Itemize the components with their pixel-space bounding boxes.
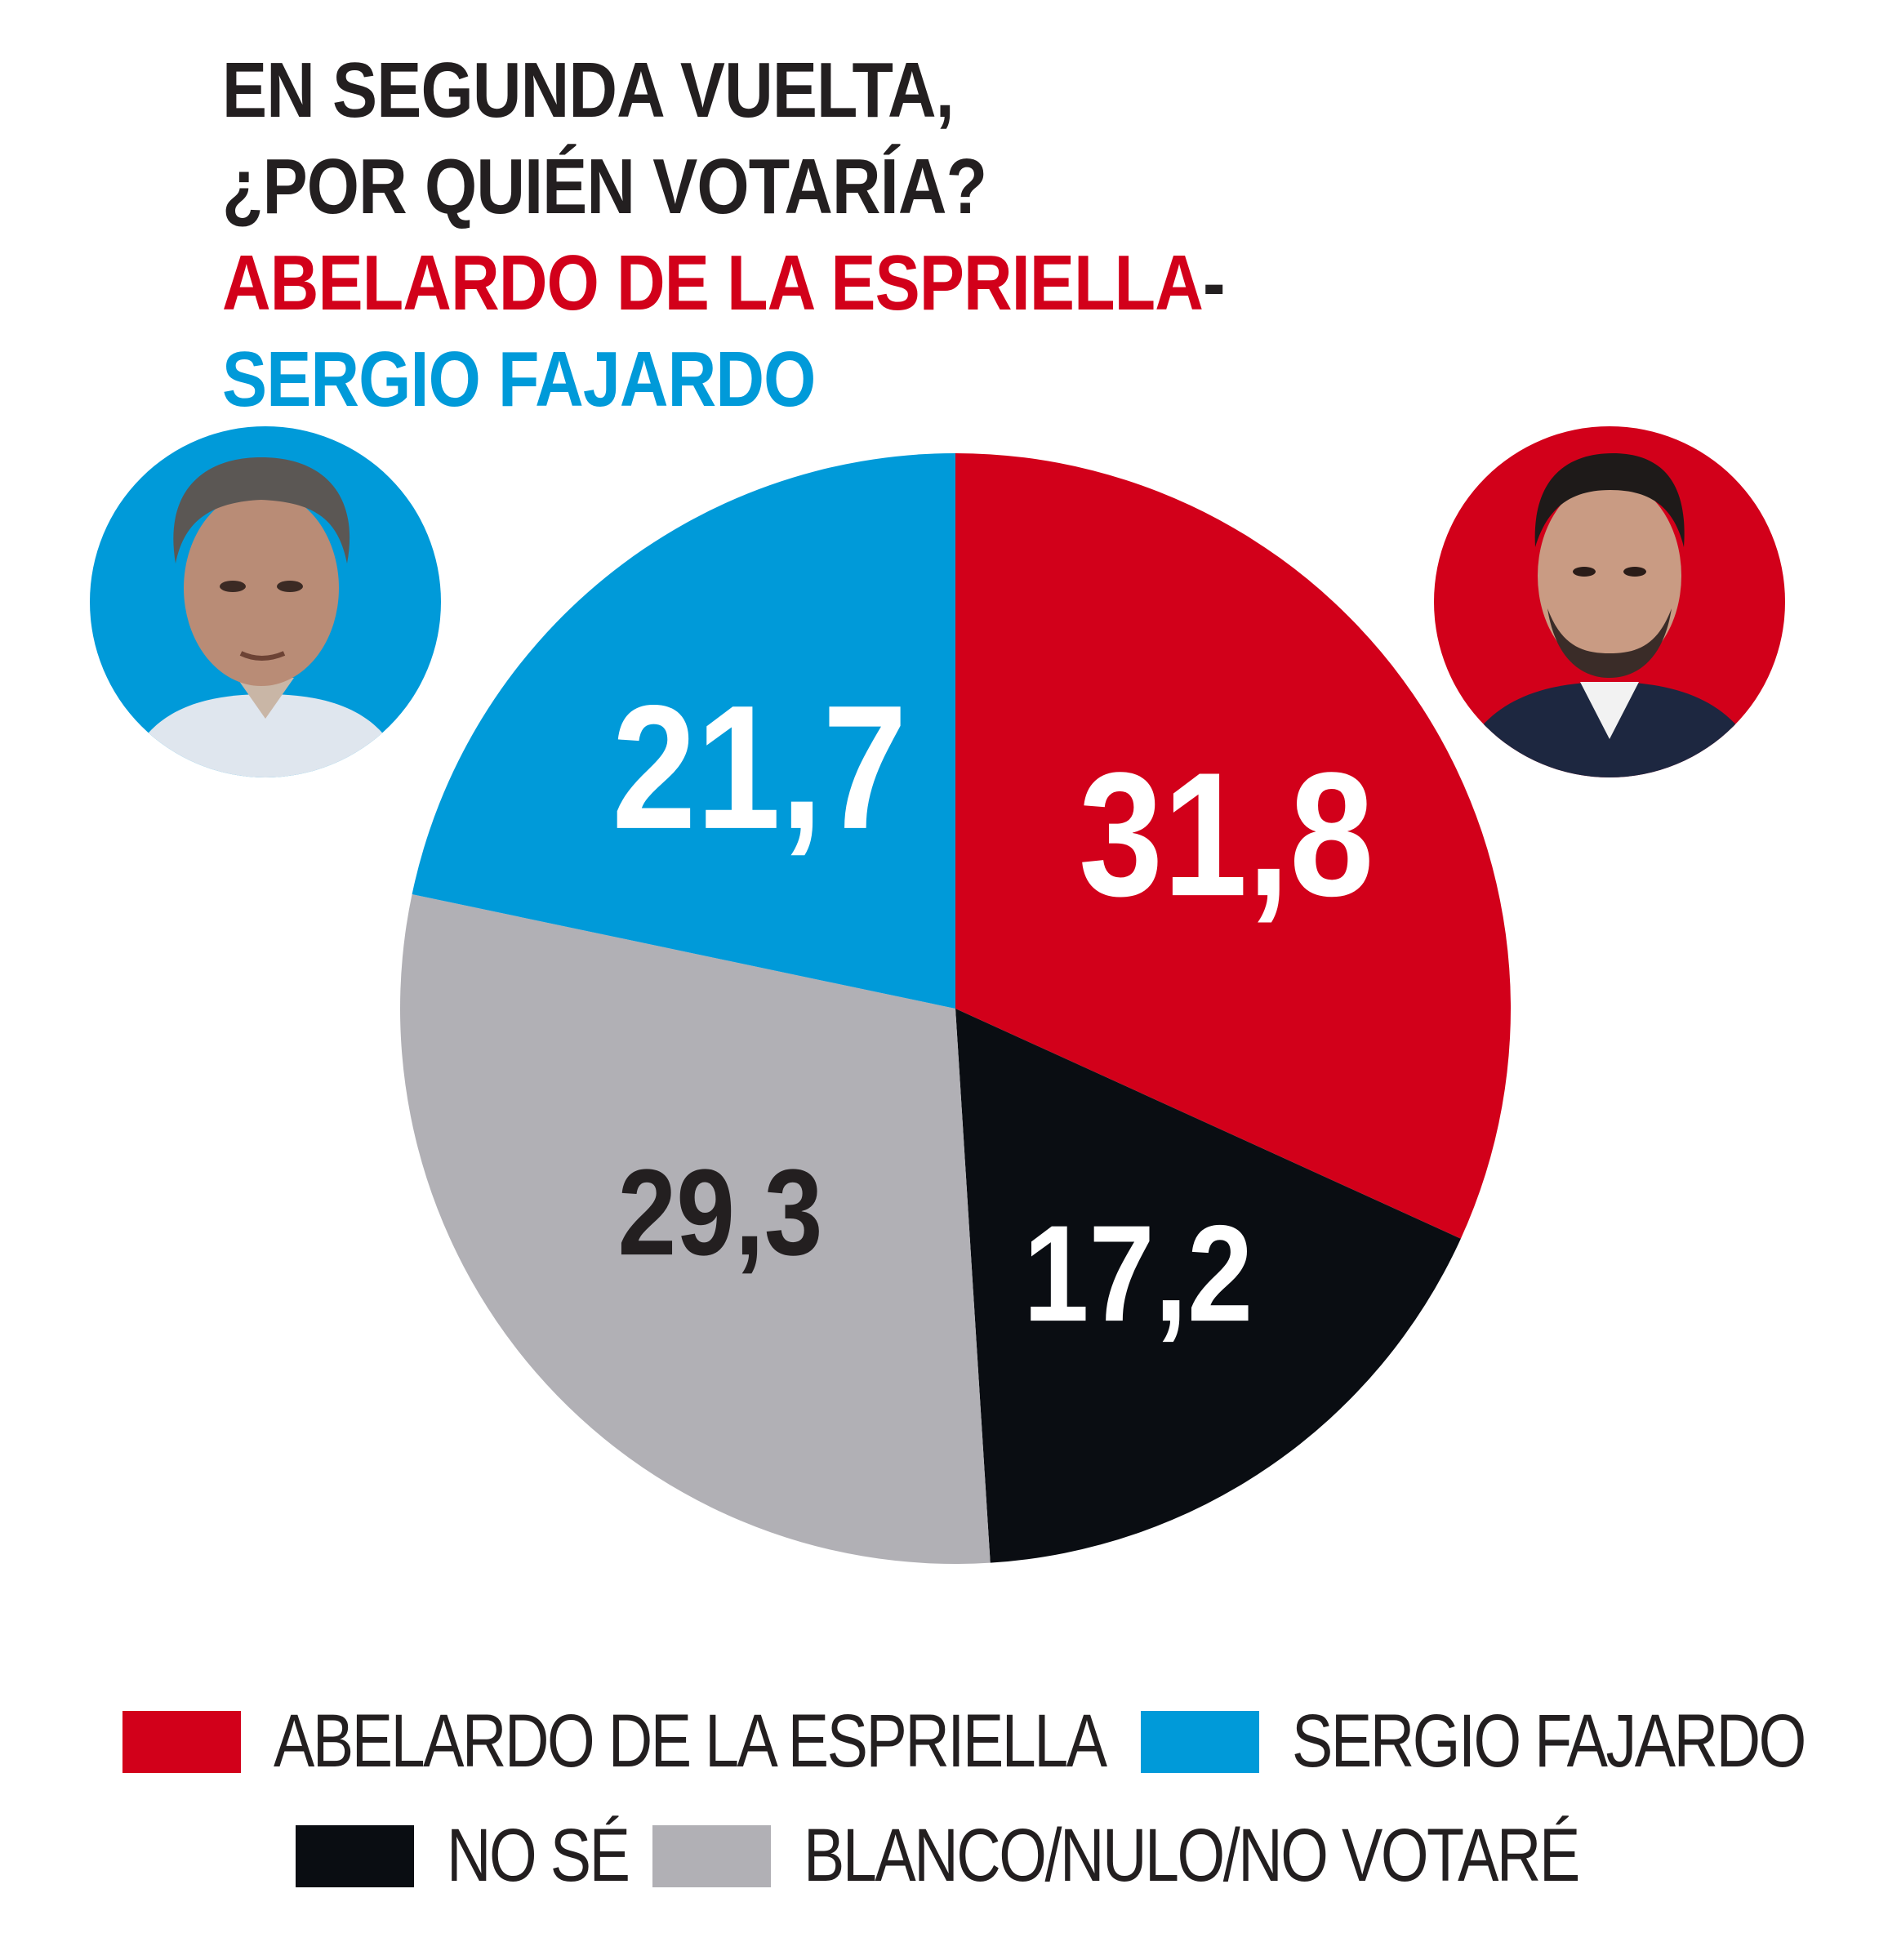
pie-slice-labels: 31,8 17,2 29,3 21,7 — [612, 669, 1374, 1351]
pie-slice-no-se — [955, 1009, 1461, 1563]
title-dash: - — [1202, 239, 1225, 327]
legend-swatch-no-se — [296, 1824, 414, 1887]
pie-label-sergio-fajardo: 21,7 — [612, 669, 907, 866]
legend-swatch-blanco — [652, 1824, 771, 1887]
portrait-espriella — [1434, 426, 1785, 777]
legend-label-no-se: NO SÉ — [447, 1814, 630, 1897]
title-line-3: ABELARDO DE LA ESPRIELLA- — [222, 235, 1225, 332]
title-line-1: EN SEGUNDA VUELTA, — [222, 47, 955, 134]
legend-item-fajardo: SERGIO FAJARDO — [1141, 1699, 1879, 1784]
legend-item-no-se: NO SÉ — [296, 1813, 668, 1899]
pie-slice-sergio-fajardo — [412, 453, 956, 1009]
pie-label-blanco-nulo-no-votare: 29,3 — [617, 1143, 822, 1281]
title-line-2: ¿POR QUIÉN VOTARÍA? — [222, 143, 987, 230]
legend-swatch-fajardo — [1141, 1710, 1259, 1773]
pie-slice-abelardo-de-la-espriella — [955, 453, 1511, 1239]
portrait-fajardo — [90, 426, 441, 777]
legend-item-blanco: BLANCO/NULO/NO VOTARÉ — [652, 1813, 1748, 1899]
title-candidate-red: ABELARDO DE LA ESPRIELLA — [222, 239, 1204, 327]
title-candidate-blue: SERGIO FAJARDO — [222, 336, 816, 423]
pie-slice-blanco-nulo-no-votare — [399, 894, 991, 1564]
pie-label-no-se: 17,2 — [1023, 1197, 1253, 1351]
legend-swatch-espriella — [122, 1710, 241, 1773]
pie-label-abelardo-de-la-espriella: 31,8 — [1079, 736, 1374, 933]
legend-label-espriella: ABELARDO DE LA ESPRIELLA — [274, 1699, 1107, 1783]
pie-slices — [399, 453, 1511, 1564]
legend-label-fajardo: SERGIO FAJARDO — [1292, 1699, 1806, 1783]
legend-label-blanco: BLANCO/NULO/NO VOTARÉ — [804, 1814, 1580, 1897]
legend-item-espriella: ABELARDO DE LA ESPRIELLA — [122, 1699, 1288, 1784]
chart-title: EN SEGUNDA VUELTA, ¿POR QUIÉN VOTARÍA? A… — [222, 42, 1225, 428]
